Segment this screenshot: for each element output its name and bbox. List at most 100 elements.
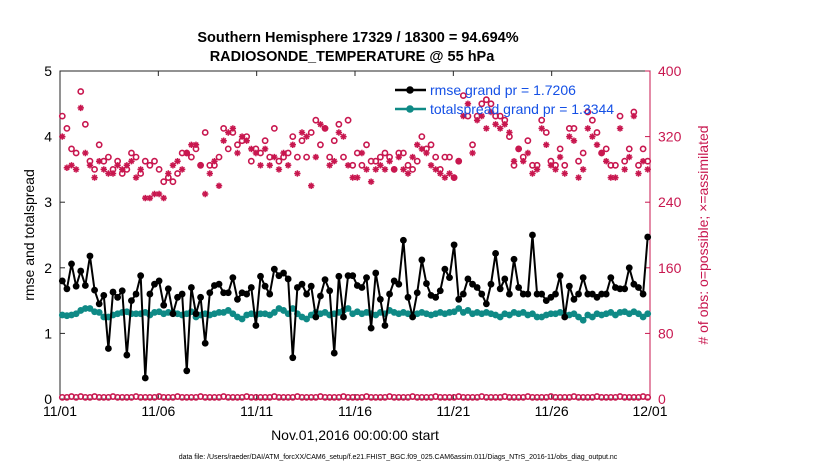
obs-assimilated-marker (225, 129, 232, 136)
obs-assimilated-marker (579, 166, 587, 173)
y-left-tick-label: 5 (44, 63, 52, 79)
obs-assimilated-marker (593, 141, 601, 148)
obs-possible-marker (81, 120, 89, 128)
rmse-point (478, 290, 486, 298)
obs-possible-marker (376, 153, 384, 161)
obs-assimilated-marker (441, 174, 449, 181)
obs-assimilated-marker (72, 166, 80, 173)
x-tick-label: 11/21 (436, 403, 470, 419)
rmse-point (270, 265, 278, 273)
rmse-point (492, 249, 499, 257)
obs-assimilated-marker (142, 194, 149, 202)
obs-possible-marker (174, 170, 181, 177)
obs-assimilated-marker (188, 141, 195, 148)
rmse-point (72, 282, 80, 290)
y-left-tick-label: 1 (44, 325, 52, 341)
y-right-tick-label: 240 (658, 194, 682, 210)
obs-assimilated-marker (386, 158, 393, 165)
obs-possible-marker (312, 116, 320, 124)
y-left-tick-label: 0 (44, 391, 52, 407)
rmse-point (335, 272, 343, 280)
obs-assimilated-marker (501, 121, 508, 128)
totalspread-point (455, 305, 463, 312)
obs-assimilated-marker (82, 149, 89, 157)
obs-possible-marker (602, 145, 610, 153)
rmse-point (169, 310, 177, 318)
obs-assimilated-marker (211, 158, 218, 165)
obs-assimilated-marker (561, 170, 568, 177)
obs-assimilated-marker (257, 162, 264, 169)
obs-assimilated-marker (123, 162, 131, 169)
obs-possible-marker (446, 153, 453, 161)
rmse-point (529, 231, 536, 239)
obs-assimilated-marker (446, 170, 453, 177)
rmse-point (109, 288, 117, 296)
rmse-point (155, 277, 163, 285)
obs-assimilated-marker (635, 170, 642, 177)
obs-assimilated-marker (616, 125, 624, 132)
obs-possible-marker (372, 157, 380, 165)
obs-possible-marker (344, 116, 352, 124)
rmse-point (266, 290, 274, 298)
obs-possible-marker (275, 157, 283, 165)
obs-assimilated-marker (533, 166, 541, 173)
rmse-point (247, 284, 255, 291)
rmse-point (367, 324, 375, 332)
y-right-tick-label: 400 (658, 63, 682, 79)
rmse-point (63, 285, 71, 293)
obs-possible-marker (413, 157, 421, 165)
obs-possible-marker (524, 137, 532, 145)
rmse-point (482, 300, 490, 308)
rmse-point (625, 264, 633, 272)
rmse-point (372, 269, 380, 277)
obs-assimilated-marker (552, 166, 559, 173)
obs-assimilated-marker (478, 112, 485, 120)
y-axis-right-label: # of obs: o=possible; ×=assimilated (695, 125, 711, 344)
obs-assimilated-marker (132, 174, 140, 181)
obs-assimilated-marker (418, 145, 426, 153)
rmse-point (141, 374, 149, 382)
rmse-point (284, 275, 292, 283)
obs-possible-marker (427, 141, 435, 149)
rmse-point (201, 339, 209, 347)
obs-assimilated-marker (409, 153, 416, 161)
rmse-point (261, 282, 269, 290)
obs-assimilated-marker (460, 112, 467, 120)
obs-possible-marker (234, 141, 241, 149)
rmse-point (473, 284, 481, 291)
obs-assimilated-marker (160, 194, 167, 202)
obs-assimilated-marker (538, 125, 545, 132)
rmse-point (381, 322, 389, 329)
obs-assimilated-marker (248, 145, 255, 153)
obs-assimilated-marker (119, 166, 126, 173)
rmse-point (206, 289, 214, 297)
rmse-point (524, 290, 532, 298)
obs-assimilated-marker (363, 166, 370, 173)
obs-possible-marker (307, 129, 315, 136)
obs-possible-marker (58, 112, 66, 120)
legend-totalspread-label: totalspread grand pr = 1.3344 (430, 101, 614, 117)
obs-assimilated-marker (137, 166, 144, 173)
obs-possible-marker (270, 124, 278, 132)
obs-assimilated-marker (317, 121, 324, 128)
totalspread-point (644, 310, 652, 318)
rmse-point (303, 290, 310, 298)
rmse-point (565, 282, 573, 290)
obs-assimilated-marker (349, 174, 356, 181)
rmse-point (575, 290, 582, 298)
obs-assimilated-marker (95, 158, 103, 165)
obs-assimilated-marker (367, 178, 375, 185)
obs-possible-marker (77, 88, 85, 95)
obs-possible-marker (588, 116, 596, 124)
chart-title-line1: Southern Hemisphere 17329 / 18300 = 94.6… (197, 30, 518, 46)
axis-ticks: 11/01 11/06 11/11 11/16 11/21 11/26 12/0101234… (43, 63, 682, 419)
obs-possible-marker (105, 153, 112, 161)
obs-assimilated-marker (464, 100, 472, 107)
totalspread-point (344, 305, 352, 312)
obs-possible-marker (570, 124, 578, 132)
rmse-point (77, 267, 85, 275)
obs-possible-marker (556, 145, 564, 153)
obs-possible-marker (132, 153, 140, 161)
obs-assimilated-marker (294, 170, 301, 177)
rmse-point (326, 287, 334, 295)
